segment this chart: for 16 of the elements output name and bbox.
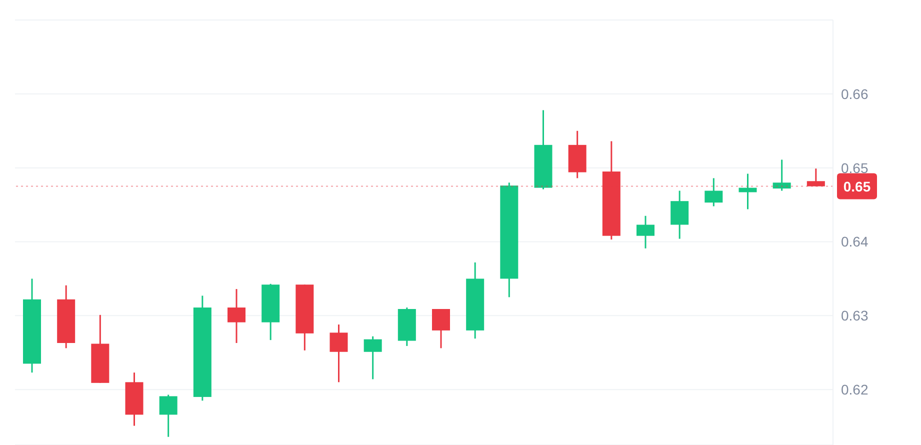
candlestick — [636, 215, 654, 250]
y-tick-label: 0.62 — [841, 382, 868, 398]
candlestick — [670, 190, 689, 240]
candlestick — [364, 336, 382, 380]
y-tick-label: 0.64 — [841, 234, 868, 250]
y-tick-label: 0.65 — [841, 160, 868, 176]
candlestick — [738, 172, 757, 210]
candlestick — [704, 177, 723, 208]
candlestick — [330, 324, 348, 383]
y-tick-label: 0.63 — [841, 308, 868, 324]
candlestick — [228, 288, 246, 344]
candlestick — [772, 158, 791, 192]
candlestick — [806, 168, 825, 188]
y-tick-label: 0.66 — [841, 86, 868, 102]
candlestick — [432, 308, 450, 349]
candlestick — [159, 394, 178, 438]
